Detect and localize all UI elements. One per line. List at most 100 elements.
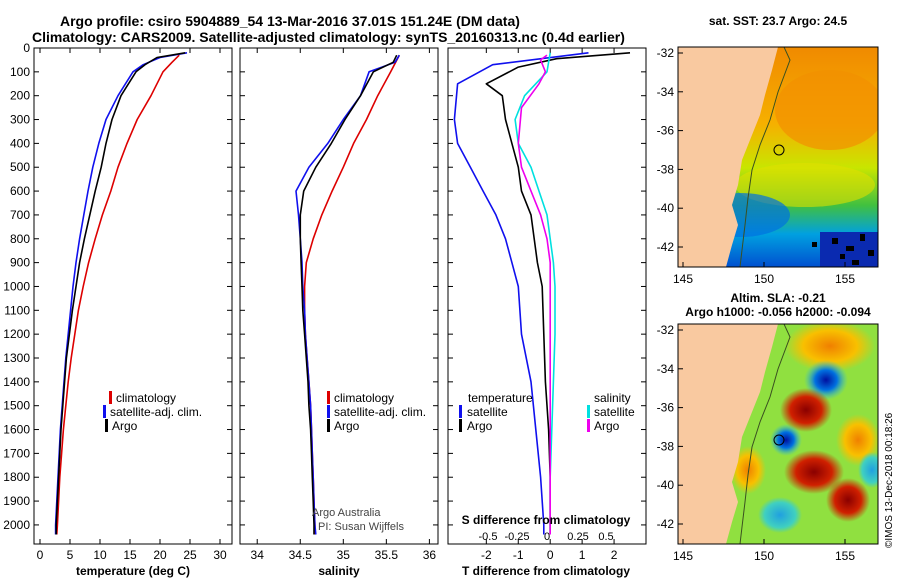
sla-map: Altim. SLA: -0.21 Argo h1000: -0.056 h20… <box>657 291 879 563</box>
legend-mark-t-argo <box>459 419 462 432</box>
credit-line-1: Argo Australia <box>312 507 381 519</box>
salinity-xlabel: salinity <box>318 564 360 578</box>
y-tick-label: 1500 <box>3 399 30 413</box>
header-line-1: Argo profile: csiro 5904889_54 13-Mar-20… <box>60 13 520 29</box>
legend-label-t-argo: Argo <box>467 419 493 433</box>
sst-map: sat. SST: 23.7 Argo: 24.5 145 150 155 -32 -3… <box>657 14 879 286</box>
x2-tick-label: 0.5 <box>598 531 613 543</box>
y-tick-label: 1900 <box>3 494 30 508</box>
x2-tick-label: 0 <box>544 531 550 543</box>
x-tick-label: 30 <box>213 548 227 562</box>
sla-negative-anomaly <box>858 452 878 488</box>
x-tick-label: 20 <box>153 548 167 562</box>
x-tick-label: 36 <box>423 548 437 562</box>
legend-mark-climatology <box>109 391 112 404</box>
series-line-t-argo <box>485 52 631 535</box>
legend-mark-climatology <box>327 391 330 404</box>
difference-ticks: -2 -1 0 1 2 <box>448 47 646 562</box>
series-line-s-argo <box>517 54 552 535</box>
imos-timestamp: ©IMOS 13-Dec-2018 00:18:26 <box>884 412 895 548</box>
series-line-climatology <box>56 54 180 535</box>
y-tick-label: 900 <box>10 256 30 270</box>
australia-land <box>678 324 778 544</box>
temperature-lines <box>54 52 188 535</box>
x2-tick-label: 0.25 <box>567 531 588 543</box>
float-location-marker <box>773 144 785 156</box>
legend-title-salinity: salinity <box>594 391 631 405</box>
legend-label-argo: Argo <box>112 419 138 433</box>
header-line-2: Climatology: CARS2009. Satellite-adjuste… <box>32 29 625 45</box>
legend-label-argo: Argo <box>334 419 360 433</box>
y-tick-label: 700 <box>10 208 30 222</box>
sst-map-title: sat. SST: 23.7 Argo: 24.5 <box>709 14 848 28</box>
x-tick-label: 34.5 <box>289 548 313 562</box>
map-y-tick-label: -36 <box>657 124 675 138</box>
legend-mark-argo <box>105 419 108 432</box>
sla-positive-anomaly <box>730 446 766 494</box>
x-tick-label: 2 <box>611 548 618 562</box>
map-y-tick-label: -38 <box>657 439 675 453</box>
legend-mark-argo <box>327 419 330 432</box>
x-tick-label: -1 <box>513 548 524 562</box>
sla-map-ticks: 145 150 155 -32 -34 -36 -38 -40 -42 <box>657 323 856 563</box>
y-tick-label: 2000 <box>3 518 30 532</box>
x-tick-label: 10 <box>93 548 107 562</box>
legend-label-s-argo: Argo <box>594 419 620 433</box>
sla-negative-anomaly <box>758 497 802 533</box>
float-location-marker <box>773 434 785 446</box>
sst-map-frame <box>677 46 879 268</box>
legend-label-satellite: satellite-adj. clim. <box>110 405 202 419</box>
difference-panel: -2 -1 0 1 2 T difference from climatology S … <box>447 47 647 578</box>
legend-mark-s-argo <box>587 419 590 432</box>
y-tick-label: 1200 <box>3 327 30 341</box>
map-y-tick-label: -40 <box>657 201 675 215</box>
y-tick-label: 1300 <box>3 351 30 365</box>
x-tick-label: 35.5 <box>375 548 399 562</box>
difference-xlabel: T difference from climatology <box>462 564 630 578</box>
map-y-tick-label: -34 <box>657 362 675 376</box>
y-tick-label: 100 <box>10 65 30 79</box>
sst-mid-patch <box>735 163 875 207</box>
map-x-tick-label: 150 <box>754 549 774 563</box>
x2-tick-label: -0.25 <box>504 531 529 543</box>
credit-line-2: PI: Susan Wijffels <box>318 521 404 533</box>
x-tick-label: -2 <box>481 548 492 562</box>
y-tick-label: 400 <box>10 136 30 150</box>
y-tick-label: 1600 <box>3 423 30 437</box>
temperature-legend: climatology satellite-adj. clim. Argo <box>103 391 202 433</box>
map-x-tick-label: 155 <box>835 272 855 286</box>
y-tick-label: 500 <box>10 160 30 174</box>
series-line-argo <box>299 54 398 535</box>
salinity-lines <box>295 54 401 535</box>
difference-axes-frame <box>447 47 647 545</box>
sla-map-title-2: Argo h1000: -0.056 h2000: -0.094 <box>685 305 871 319</box>
map-y-tick-label: -38 <box>657 162 675 176</box>
legend-label-climatology: climatology <box>334 391 394 405</box>
australia-land <box>678 47 778 267</box>
sla-map-title-1: Altim. SLA: -0.21 <box>730 291 826 305</box>
sla-bathymetry-contour <box>739 324 791 544</box>
difference-x2-ticks: -0.5 -0.25 0 0.25 0.5 <box>479 531 614 543</box>
map-y-tick-label: -42 <box>657 517 675 531</box>
sst-missing-pixels <box>812 234 874 265</box>
x-tick-label: 0 <box>547 548 554 562</box>
x-tick-label: 1 <box>579 548 586 562</box>
x-tick-label: 25 <box>183 548 197 562</box>
series-line-t-satellite <box>453 52 589 535</box>
sla-positive-anomaly <box>780 388 832 432</box>
legend-title-temperature: temperature <box>468 391 533 405</box>
series-line-climatology <box>303 54 401 535</box>
series-line-s-satellite <box>514 52 556 535</box>
map-y-tick-label: -32 <box>657 46 675 60</box>
map-y-tick-label: -42 <box>657 240 675 254</box>
x-tick-label: 0 <box>37 548 44 562</box>
y-tick-label: 200 <box>10 89 30 103</box>
difference-lines <box>453 52 631 535</box>
sla-map-frame <box>677 323 879 545</box>
y-tick-label: 300 <box>10 113 30 127</box>
legend-label-climatology: climatology <box>116 391 176 405</box>
series-line-argo <box>55 52 186 535</box>
temperature-axes-frame <box>33 47 233 545</box>
map-x-tick-label: 155 <box>835 549 855 563</box>
salinity-axes-frame <box>239 47 439 545</box>
